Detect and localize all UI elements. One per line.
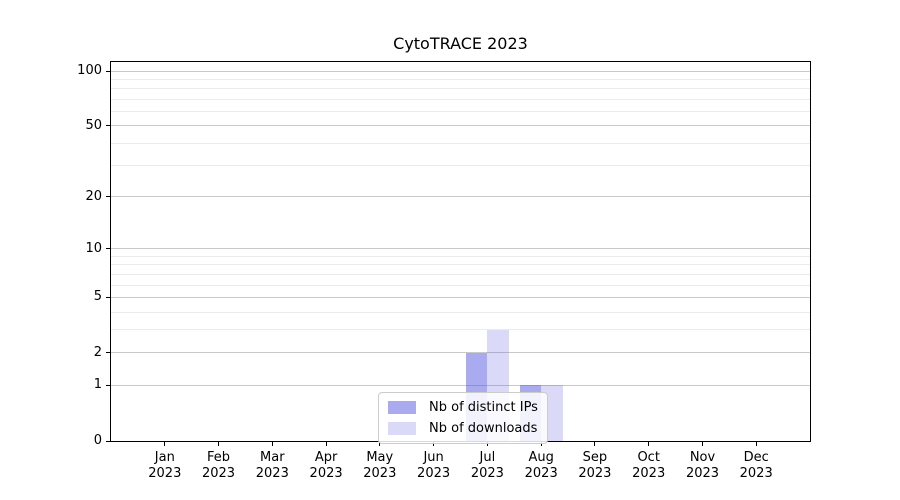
gridline-y-10: [111, 248, 810, 249]
y-tick-label-1: 1: [0, 377, 102, 393]
x-tick-nov: [702, 442, 703, 446]
x-tick-label-mar: Mar2023: [244, 450, 300, 482]
x-tick-sep: [594, 442, 595, 446]
gridline-y-50: [111, 125, 810, 126]
x-tick-month-jan: Jan: [137, 450, 193, 466]
gridline-y-100: [111, 71, 810, 72]
x-tick-label-jun: Jun2023: [406, 450, 462, 482]
y-tick-label-10: 10: [0, 241, 102, 257]
legend-item-downloads: Nb of downloads: [388, 418, 538, 439]
y-tick-label-50: 50: [0, 118, 102, 134]
x-tick-mar: [272, 442, 273, 446]
x-tick-label-feb: Feb2023: [191, 450, 247, 482]
chart-title: CytoTRACE 2023: [110, 34, 811, 53]
x-tick-month-mar: Mar: [244, 450, 300, 466]
x-tick-month-aug: Aug: [513, 450, 569, 466]
x-tick-month-may: May: [352, 450, 408, 466]
x-tick-label-nov: Nov2023: [675, 450, 731, 482]
legend-label-distinct-ips: Nb of distinct IPs: [429, 400, 538, 415]
y-tick-label-2: 2: [0, 345, 102, 361]
x-tick-month-jun: Jun: [406, 450, 462, 466]
x-tick-label-jan: Jan2023: [137, 450, 193, 482]
y-tick-10: [106, 248, 110, 249]
legend-swatch-distinct-ips: [388, 401, 416, 414]
chart-figure: CytoTRACE 2023 Nb of distinct IPs Nb of …: [0, 0, 900, 500]
legend-item-distinct-ips: Nb of distinct IPs: [388, 397, 538, 418]
x-tick-year-apr: 2023: [298, 466, 354, 482]
gridline-y-4: [111, 312, 810, 313]
x-tick-year-aug: 2023: [513, 466, 569, 482]
gridline-y-3: [111, 329, 810, 330]
gridline-y-40: [111, 143, 810, 144]
gridline-y-20: [111, 196, 810, 197]
x-tick-jan: [164, 442, 165, 446]
y-tick-label-20: 20: [0, 189, 102, 205]
gridline-y-6: [111, 285, 810, 286]
gridline-y-9: [111, 256, 810, 257]
gridline-y-90: [111, 79, 810, 80]
x-tick-label-sep: Sep2023: [567, 450, 623, 482]
x-tick-year-jan: 2023: [137, 466, 193, 482]
y-tick-20: [106, 196, 110, 197]
legend-swatch-downloads: [388, 422, 416, 435]
x-tick-label-apr: Apr2023: [298, 450, 354, 482]
x-tick-year-dec: 2023: [728, 466, 784, 482]
x-tick-label-jul: Jul2023: [459, 450, 515, 482]
x-tick-month-sep: Sep: [567, 450, 623, 466]
x-tick-dec: [756, 442, 757, 446]
gridline-y-8: [111, 264, 810, 265]
x-tick-year-jul: 2023: [459, 466, 515, 482]
gridline-y-30: [111, 165, 810, 166]
gridline-y-2: [111, 352, 810, 353]
gridline-y-1: [111, 385, 810, 386]
gridline-y-5: [111, 297, 810, 298]
x-tick-month-feb: Feb: [191, 450, 247, 466]
x-tick-apr: [326, 442, 327, 446]
x-tick-year-nov: 2023: [675, 466, 731, 482]
y-tick-2: [106, 352, 110, 353]
x-tick-label-may: May2023: [352, 450, 408, 482]
y-tick-label-5: 5: [0, 289, 102, 305]
y-tick-label-0: 0: [0, 433, 102, 449]
x-tick-label-oct: Oct2023: [621, 450, 677, 482]
x-tick-month-dec: Dec: [728, 450, 784, 466]
x-tick-oct: [648, 442, 649, 446]
x-tick-month-oct: Oct: [621, 450, 677, 466]
gridline-y-60: [111, 111, 810, 112]
x-tick-feb: [218, 442, 219, 446]
y-tick-1: [106, 385, 110, 386]
gridline-y-70: [111, 99, 810, 100]
x-tick-month-nov: Nov: [675, 450, 731, 466]
legend: Nb of distinct IPs Nb of downloads: [378, 392, 548, 444]
x-tick-year-jun: 2023: [406, 466, 462, 482]
x-tick-year-feb: 2023: [191, 466, 247, 482]
x-tick-label-dec: Dec2023: [728, 450, 784, 482]
plot-area: [110, 61, 811, 442]
x-tick-year-oct: 2023: [621, 466, 677, 482]
x-tick-year-sep: 2023: [567, 466, 623, 482]
y-tick-50: [106, 125, 110, 126]
x-tick-label-aug: Aug2023: [513, 450, 569, 482]
x-tick-month-jul: Jul: [459, 450, 515, 466]
gridline-y-80: [111, 88, 810, 89]
x-tick-year-mar: 2023: [244, 466, 300, 482]
y-tick-100: [106, 71, 110, 72]
y-tick-label-100: 100: [0, 63, 102, 79]
legend-label-downloads: Nb of downloads: [429, 421, 537, 436]
y-tick-0: [106, 441, 110, 442]
gridline-y-7: [111, 274, 810, 275]
x-tick-year-may: 2023: [352, 466, 408, 482]
x-tick-month-apr: Apr: [298, 450, 354, 466]
y-tick-5: [106, 297, 110, 298]
